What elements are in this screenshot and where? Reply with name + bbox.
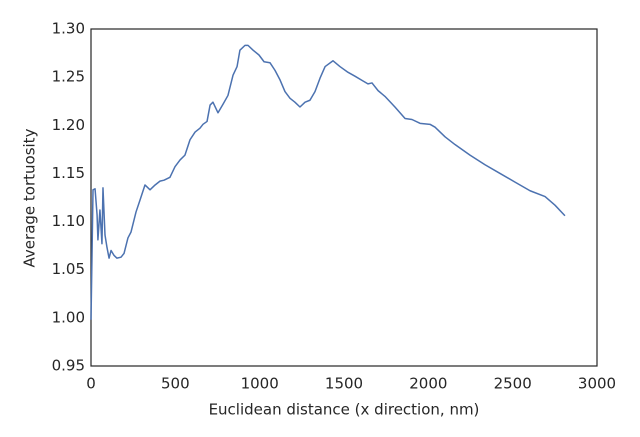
- data-line: [90, 44, 566, 320]
- x-tick-label: 1000: [241, 375, 279, 393]
- y-axis-label: Average tortuosity: [21, 128, 39, 267]
- y-tick-label: 1.00: [52, 308, 85, 326]
- y-tick-label: 1.30: [52, 20, 85, 38]
- y-tick-label: 1.15: [52, 164, 85, 182]
- y-tick-label: 1.05: [52, 260, 85, 278]
- x-axis-label: Euclidean distance (x direction, nm): [209, 401, 480, 419]
- x-tick-label: 2000: [409, 375, 447, 393]
- x-tick-label: 500: [161, 375, 190, 393]
- y-tick-label: 0.95: [52, 357, 85, 375]
- y-tick-label: 1.10: [52, 212, 85, 230]
- x-tick-label: 2500: [494, 375, 532, 393]
- x-tick-label: 0: [86, 375, 96, 393]
- x-tick-label: 3000: [578, 375, 616, 393]
- x-tick-label: 1500: [325, 375, 363, 393]
- y-tick-label: 1.25: [52, 68, 85, 86]
- plot-frame: [90, 28, 598, 367]
- y-tick-label: 1.20: [52, 116, 85, 134]
